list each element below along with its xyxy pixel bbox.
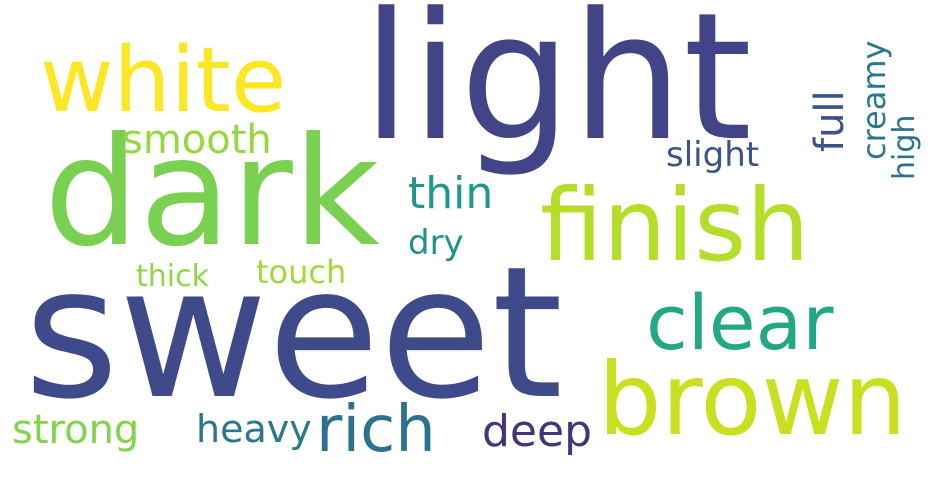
word-dark: dark [44,106,380,280]
word-dry: dry [408,223,464,263]
word-strong: strong [12,407,140,453]
word-smooth: smooth [122,117,272,163]
word-thick: thick [136,259,209,294]
word-touch: touch [256,253,347,291]
word-high: high [887,114,922,180]
word-creamy: creamy [855,40,893,160]
word-white: white [40,28,287,133]
word-light: light [362,0,753,180]
word-clear: clear [646,278,834,367]
word-brown: brown [598,341,907,458]
word-slight: slight [666,135,760,175]
word-finish: finish [540,167,810,284]
word-rich: rich [316,393,436,467]
word-sweet: sweet [24,227,563,439]
word-full: full [807,90,853,152]
word-heavy: heavy [196,407,312,451]
word-deep: deep [482,406,592,457]
word-thin: thin [408,168,494,219]
